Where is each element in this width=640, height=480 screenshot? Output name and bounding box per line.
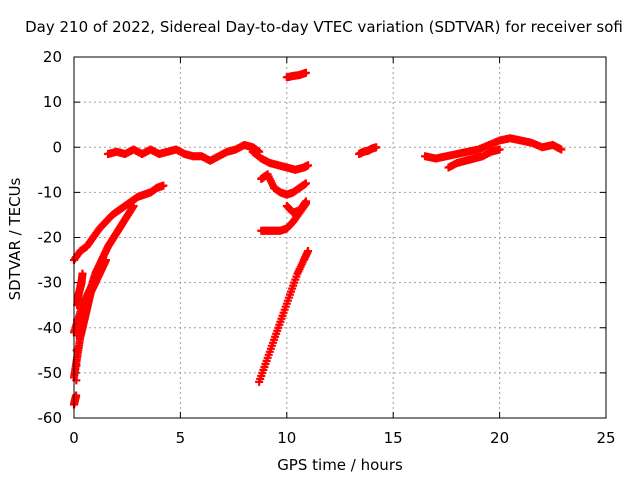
y-tick-label: -60 <box>38 409 63 427</box>
x-tick-label: 25 <box>596 429 615 447</box>
data-point <box>101 256 110 265</box>
x-tick-label: 20 <box>490 429 509 447</box>
y-tick-label: 10 <box>43 93 62 111</box>
y-axis-label: SDTVAR / TECUs <box>6 177 24 300</box>
series-arc-9 <box>282 197 310 217</box>
x-tick-label: 5 <box>176 429 186 447</box>
series-arc-10 <box>255 247 313 386</box>
y-tick-label: -40 <box>38 319 63 337</box>
data-point <box>304 247 313 256</box>
grid <box>74 57 606 418</box>
plot-frame <box>73 56 607 419</box>
y-tick-label: -30 <box>38 274 63 292</box>
data-point <box>78 269 87 278</box>
series-arc-14 <box>444 145 504 172</box>
y-tick-label: 20 <box>43 48 62 66</box>
y-tick-label: -10 <box>38 183 63 201</box>
axis-ticks: 0 5 10 15 20 25 -60 -50 -40 -30 -20 -10 0 10 20 <box>38 48 616 447</box>
data-point <box>301 179 310 188</box>
data-point <box>159 181 168 190</box>
data-point <box>495 145 504 154</box>
data-point <box>301 197 310 206</box>
y-tick-label: -50 <box>38 364 63 382</box>
data-point <box>372 143 381 152</box>
series-arc-11 <box>282 68 310 82</box>
series-arc-12 <box>355 143 381 159</box>
data-point <box>557 145 566 154</box>
series-arc-6 <box>248 147 313 174</box>
series-arc-1 <box>70 181 168 265</box>
data-points <box>70 68 566 409</box>
data-point <box>72 391 81 400</box>
y-tick-label: 0 <box>52 138 62 156</box>
x-tick-label: 0 <box>69 429 79 447</box>
x-tick-label: 10 <box>277 429 296 447</box>
data-point <box>301 68 310 77</box>
y-tick-label: -20 <box>38 229 63 247</box>
series-arc-13 <box>421 134 566 163</box>
series-arc-5 <box>104 140 264 165</box>
chart-title: Day 210 of 2022, Sidereal Day-to-day VTE… <box>25 18 623 36</box>
series-arc-7 <box>257 170 310 199</box>
data-point <box>129 201 138 210</box>
x-axis-label: GPS time / hours <box>277 456 403 474</box>
x-tick-label: 15 <box>384 429 403 447</box>
data-point <box>304 161 313 170</box>
